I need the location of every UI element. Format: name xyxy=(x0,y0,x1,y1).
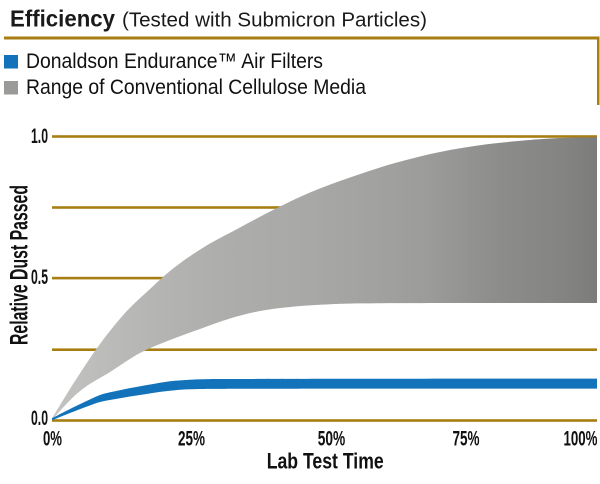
svg-text:Donaldson Endurance™ Air Filte: Donaldson Endurance™ Air Filters xyxy=(26,50,323,73)
svg-text:Relative Dust Passed: Relative Dust Passed xyxy=(6,185,34,345)
svg-text:Range of Conventional Cellulos: Range of Conventional Cellulose Media xyxy=(26,76,366,99)
svg-text:50%: 50% xyxy=(318,428,346,451)
svg-text:75%: 75% xyxy=(453,428,480,451)
svg-text:(Tested with Submicron Particl: (Tested with Submicron Particles) xyxy=(122,10,427,32)
svg-text:Lab Test Time: Lab Test Time xyxy=(267,449,384,474)
svg-text:0.0: 0.0 xyxy=(31,407,48,430)
svg-text:0.5: 0.5 xyxy=(31,266,48,289)
svg-text:1.0: 1.0 xyxy=(31,125,48,148)
svg-text:100%: 100% xyxy=(564,428,598,451)
svg-text:Efficiency: Efficiency xyxy=(10,6,115,32)
svg-text:25%: 25% xyxy=(178,428,205,451)
svg-text:0%: 0% xyxy=(43,428,62,451)
